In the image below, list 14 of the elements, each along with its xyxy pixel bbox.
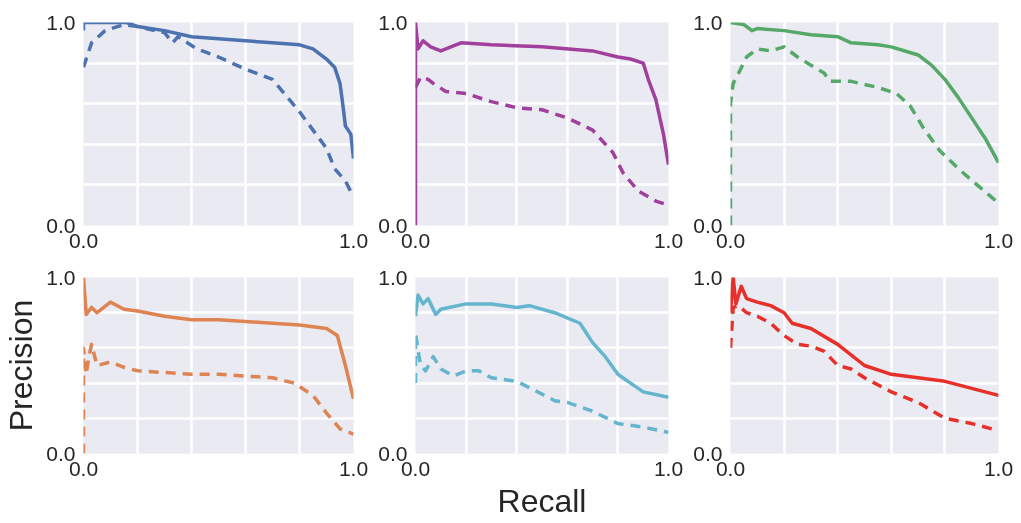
x-axis-title: Recall [497,482,587,519]
y-axis-title: Precision [3,299,40,432]
y-tick-label: 1.0 [693,265,723,289]
y-tick-label: 1.0 [693,10,723,34]
x-tick-label: 1.0 [983,228,1014,252]
x-tick-label: 1.0 [338,456,369,480]
y-tick-label: 1.0 [46,265,76,289]
y-tick-label: 1.0 [378,10,408,34]
x-tick-label: 1.0 [653,456,684,480]
x-tick-label: 1.0 [338,228,369,252]
y-tick-label: 1.0 [46,10,76,34]
y-tick-label: 1.0 [378,265,408,289]
x-tick-label: 1.0 [653,228,684,252]
x-tick-label: 1.0 [983,456,1014,480]
